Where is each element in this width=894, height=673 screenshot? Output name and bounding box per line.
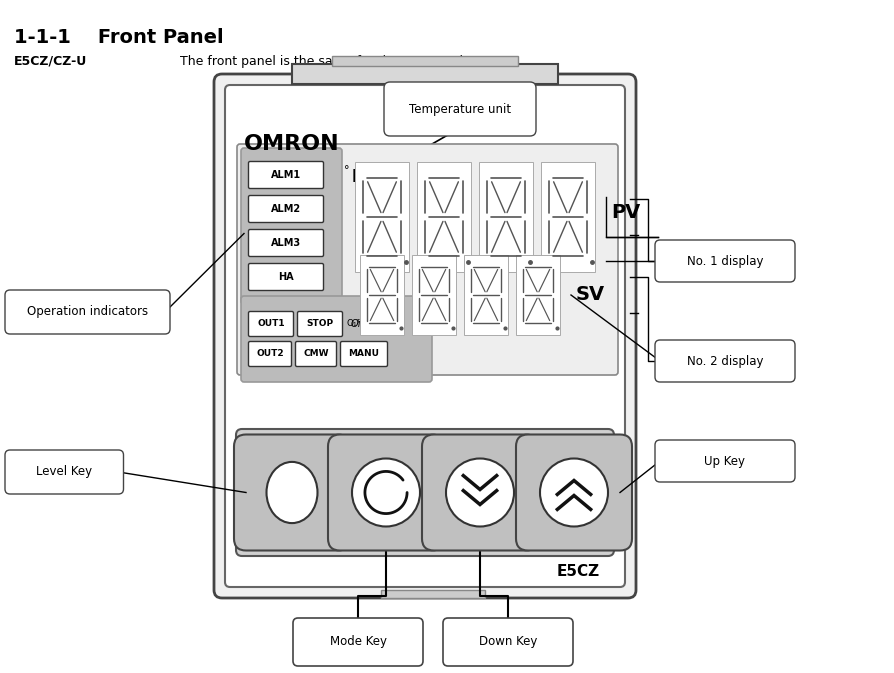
FancyBboxPatch shape: [214, 74, 636, 598]
Text: OMRON: OMRON: [244, 134, 340, 154]
Circle shape: [446, 458, 514, 526]
FancyBboxPatch shape: [655, 440, 795, 482]
FancyBboxPatch shape: [328, 435, 444, 551]
Bar: [417, 162, 471, 272]
Text: Down Key: Down Key: [479, 635, 537, 649]
FancyBboxPatch shape: [655, 240, 795, 282]
Bar: [381, 590, 485, 598]
FancyBboxPatch shape: [237, 144, 618, 375]
Text: E: E: [352, 168, 362, 186]
Circle shape: [352, 458, 420, 526]
FancyBboxPatch shape: [443, 618, 573, 666]
Text: 1-1-1    Front Panel: 1-1-1 Front Panel: [14, 28, 224, 47]
FancyBboxPatch shape: [236, 429, 614, 556]
FancyBboxPatch shape: [225, 85, 625, 587]
Text: Level Key: Level Key: [36, 466, 92, 479]
Bar: [332, 56, 518, 66]
Bar: [464, 255, 508, 335]
Text: E5CZ: E5CZ: [556, 565, 600, 579]
FancyBboxPatch shape: [249, 229, 324, 256]
Bar: [479, 162, 533, 272]
Text: MANU: MANU: [349, 349, 379, 359]
Text: Operation indicators: Operation indicators: [27, 306, 148, 318]
FancyBboxPatch shape: [293, 618, 423, 666]
Text: ALM2: ALM2: [271, 204, 301, 214]
FancyBboxPatch shape: [249, 312, 293, 336]
FancyBboxPatch shape: [384, 82, 536, 136]
FancyBboxPatch shape: [241, 148, 342, 304]
FancyBboxPatch shape: [249, 341, 291, 367]
Text: Mode Key: Mode Key: [330, 635, 386, 649]
Bar: [360, 255, 404, 335]
Text: OUT2: OUT2: [257, 349, 283, 359]
Circle shape: [540, 458, 608, 526]
Text: °: °: [344, 165, 350, 175]
Bar: [292, 64, 558, 84]
FancyBboxPatch shape: [249, 264, 324, 291]
Bar: [412, 255, 456, 335]
FancyBboxPatch shape: [655, 340, 795, 382]
Text: ALM3: ALM3: [271, 238, 301, 248]
FancyBboxPatch shape: [249, 195, 324, 223]
FancyBboxPatch shape: [341, 341, 387, 367]
Text: SV: SV: [576, 285, 605, 304]
FancyBboxPatch shape: [422, 435, 538, 551]
FancyBboxPatch shape: [296, 341, 336, 367]
Text: Up Key: Up Key: [704, 454, 746, 468]
Bar: [516, 255, 560, 335]
Text: OUT1: OUT1: [257, 320, 285, 328]
FancyBboxPatch shape: [298, 312, 342, 336]
FancyBboxPatch shape: [234, 435, 350, 551]
FancyBboxPatch shape: [5, 450, 123, 494]
Text: O₁ᵀ: O₁ᵀ: [347, 320, 361, 328]
FancyBboxPatch shape: [249, 162, 324, 188]
FancyBboxPatch shape: [516, 435, 632, 551]
Text: Temperature unit: Temperature unit: [409, 102, 511, 116]
Text: STOP: STOP: [307, 320, 333, 328]
FancyBboxPatch shape: [241, 296, 432, 382]
Text: Oπ: Oπ: [350, 319, 364, 329]
Text: No. 2 display: No. 2 display: [687, 355, 763, 367]
Text: The front panel is the same for the E5CZ and E5CZ-U.: The front panel is the same for the E5CZ…: [180, 55, 518, 68]
Text: E5CZ/CZ-U: E5CZ/CZ-U: [14, 55, 88, 68]
Text: No. 1 display: No. 1 display: [687, 254, 763, 267]
Bar: [541, 162, 595, 272]
Bar: [355, 162, 409, 272]
Text: HA: HA: [278, 272, 294, 282]
Text: PV: PV: [611, 203, 640, 221]
Text: ALM1: ALM1: [271, 170, 301, 180]
Text: CMW: CMW: [303, 349, 329, 359]
FancyBboxPatch shape: [5, 290, 170, 334]
Ellipse shape: [266, 462, 317, 523]
